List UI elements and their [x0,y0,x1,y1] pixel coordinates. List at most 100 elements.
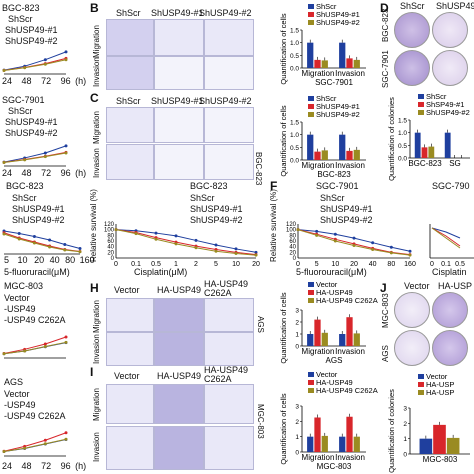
tick: 20 [34,255,45,265]
legend-swatch [308,104,314,109]
micrograph [106,107,154,143]
legend-swatch [418,382,424,387]
tick-label: 1 [403,436,407,443]
tick-label: 0.5 [151,261,161,268]
series-line [115,229,257,256]
micrograph [154,298,204,332]
colony-dish [394,12,430,48]
tick-label: 1.0 [398,130,407,137]
panel-c: C ShScr ShUSP49-#1 ShUSP49-#2 Migration … [86,92,386,185]
micrograph [204,384,254,424]
data-point [2,160,6,164]
legend-label: Vector [316,280,338,289]
bar [314,319,321,346]
tick-label: 0.5 [455,261,465,268]
bar [321,435,328,452]
tick-label: 5 [214,261,218,268]
series-line [3,152,67,163]
legend-label: HA-USP [426,380,454,389]
colony-dish [394,50,430,86]
legend-label: ShUSP49-#2 [426,108,470,117]
data-point [134,232,138,236]
tick-label: 60 [107,239,114,245]
tick-label: 0.5 [290,53,299,60]
panel-g2-legend-1: Vector [4,389,30,399]
panel-e-right: BGC-823 ShScr ShUSP49-#1 ShUSP49-#2 Rela… [86,180,266,278]
panel-i-group-3: HA-USP49 C262A [204,365,249,384]
tick-label: 0 [295,344,299,351]
bar [339,436,346,452]
category-label: Migration [302,453,335,462]
tick-label: 0.1 [131,261,141,268]
tick: 96 [60,168,71,178]
micrograph [204,56,254,90]
bar [339,42,346,68]
data-point [2,68,6,72]
panel-f-letter: F [270,179,278,193]
series-line [3,145,67,163]
panel-b-group-3: ShUSP49-#2 [199,8,252,18]
legend-swatch [308,290,314,295]
tick-label: 20 [107,250,114,256]
panel-i-letter: I [90,365,94,379]
tick-label: 0 [295,450,299,457]
bar [307,134,314,160]
legend-swatch [418,374,424,379]
data-point [64,58,68,62]
tick: 80 [65,255,76,265]
tick: 5 [4,255,10,265]
tick-label: 10 [331,261,339,268]
panel-i-group-1: Vector [114,371,140,381]
bar [414,132,421,158]
tick-label: 0.5 [290,145,299,152]
panel-a-top-xticks: 24 48 72 96 (h) [2,76,86,86]
data-point [333,239,337,243]
data-point [78,250,82,254]
tick-label: 1 [295,332,299,339]
data-point [174,234,178,238]
series-line [3,51,67,71]
series-line [297,229,411,252]
bar [307,334,314,346]
legend-label: ShScr [426,92,447,101]
panel-f: F SGC-7901 ShScr ShUSP49-#1 ShUSP49-#2 R… [266,180,474,278]
y-label: Quantification of cells [279,105,288,177]
micrograph [154,426,204,470]
panel-h-group-2: HA-USP49 [157,285,202,295]
panel-h-letter: H [90,281,99,295]
tick-label: 2 [295,419,299,426]
series-line [115,229,257,256]
time-unit: (h) [75,168,87,178]
tick-label: 80 [107,233,114,239]
panel-d-row-2: SGC-7901 [381,50,390,88]
data-point [408,253,412,257]
data-point [17,237,21,241]
tick: 48 [21,168,32,178]
micrograph [204,19,254,56]
category-label: Invasion [335,69,365,78]
time-unit: (h) [75,461,87,471]
panel-c-row-1: Migration [92,111,101,144]
panel-i-side: MGC-803 [256,404,265,439]
bar [419,438,433,454]
tick: 48 [21,76,32,86]
category-label: Migration [302,347,335,356]
data-point [23,446,27,450]
panel-j-letter: J [380,281,387,295]
data-point [2,352,6,356]
tick-label: 0.0 [290,66,299,73]
y-label: Quantification of cells [279,393,288,465]
panel-i-group-2: HA-USP49 [157,371,202,381]
tick-label: 3 [403,406,407,413]
data-point [32,235,36,238]
data-point [389,245,393,249]
panel-i-row-2: Invasion [92,432,101,462]
tick-label: 100 [286,228,297,234]
tick-label: 1 [295,434,299,441]
time-unit: (h) [75,76,87,86]
panel-e-left-xlabel: 5-fluoruracil(μM) [4,267,70,277]
data-point [78,247,82,250]
bar [314,59,321,68]
micrograph [106,384,154,424]
